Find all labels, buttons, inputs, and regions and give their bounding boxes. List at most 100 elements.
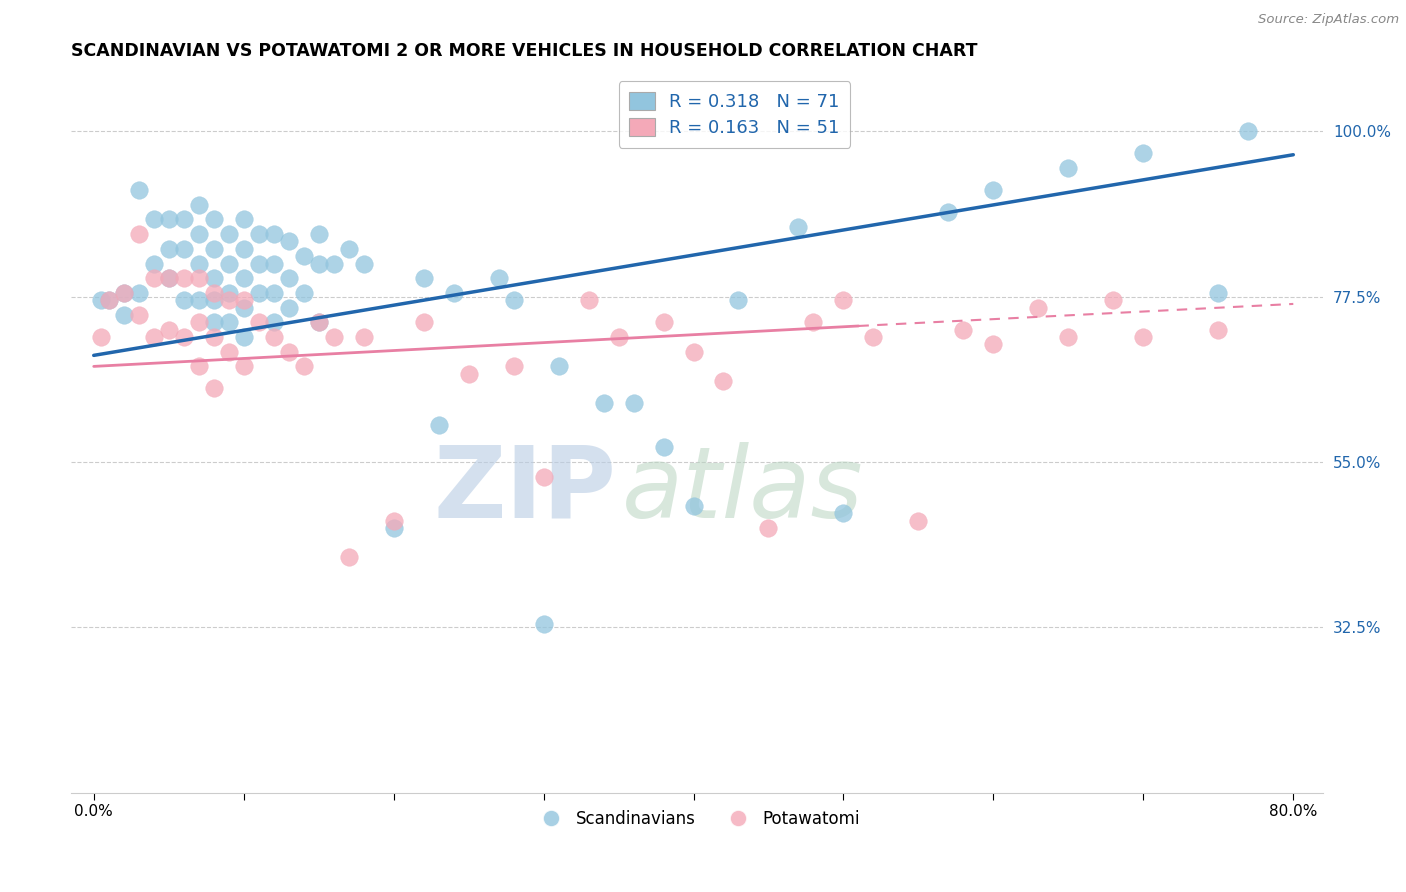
Point <box>592 396 614 410</box>
Point <box>232 301 254 315</box>
Point <box>1132 330 1154 344</box>
Point <box>128 308 150 322</box>
Point <box>232 293 254 308</box>
Point <box>157 271 180 285</box>
Point <box>533 469 555 483</box>
Point <box>157 242 180 256</box>
Point <box>247 256 270 270</box>
Text: ZIP: ZIP <box>433 442 616 539</box>
Point <box>488 271 510 285</box>
Point <box>187 359 209 374</box>
Point <box>173 212 195 227</box>
Point <box>292 249 315 263</box>
Point <box>623 396 645 410</box>
Legend: Scandinavians, Potawatomi: Scandinavians, Potawatomi <box>527 804 866 835</box>
Point <box>218 227 240 241</box>
Point <box>112 285 135 300</box>
Point <box>412 315 434 329</box>
Point <box>938 205 960 219</box>
Point <box>173 242 195 256</box>
Point <box>308 256 330 270</box>
Point <box>353 330 375 344</box>
Point <box>1102 293 1125 308</box>
Point <box>1132 146 1154 161</box>
Point <box>803 315 825 329</box>
Point <box>187 227 209 241</box>
Point <box>832 507 855 521</box>
Point <box>142 212 165 227</box>
Point <box>187 197 209 211</box>
Point <box>157 271 180 285</box>
Point <box>142 330 165 344</box>
Point <box>157 212 180 227</box>
Point <box>787 219 810 234</box>
Point <box>652 315 675 329</box>
Point <box>232 271 254 285</box>
Point <box>187 271 209 285</box>
Point <box>218 315 240 329</box>
Point <box>308 227 330 241</box>
Point <box>232 242 254 256</box>
Point <box>682 499 704 513</box>
Point <box>202 285 225 300</box>
Point <box>202 271 225 285</box>
Point <box>247 285 270 300</box>
Point <box>353 256 375 270</box>
Point <box>308 315 330 329</box>
Point <box>1057 330 1080 344</box>
Point <box>862 330 884 344</box>
Point <box>218 344 240 359</box>
Point <box>263 227 285 241</box>
Point <box>533 616 555 631</box>
Point <box>173 271 195 285</box>
Text: atlas: atlas <box>621 442 863 539</box>
Point <box>412 271 434 285</box>
Point <box>322 330 344 344</box>
Point <box>112 308 135 322</box>
Point <box>232 330 254 344</box>
Point <box>173 293 195 308</box>
Point <box>758 521 780 535</box>
Point <box>682 344 704 359</box>
Point <box>382 521 405 535</box>
Point <box>202 330 225 344</box>
Point <box>247 315 270 329</box>
Point <box>1237 124 1260 138</box>
Point <box>292 359 315 374</box>
Point <box>1028 301 1050 315</box>
Point <box>277 271 299 285</box>
Point <box>142 256 165 270</box>
Point <box>202 242 225 256</box>
Point <box>382 514 405 528</box>
Point <box>97 293 120 308</box>
Point <box>263 315 285 329</box>
Point <box>1208 323 1230 337</box>
Point <box>292 285 315 300</box>
Point <box>337 550 360 565</box>
Point <box>202 212 225 227</box>
Point <box>652 440 675 454</box>
Point <box>90 330 112 344</box>
Point <box>443 285 465 300</box>
Point <box>232 359 254 374</box>
Point <box>202 381 225 395</box>
Point <box>337 242 360 256</box>
Point <box>1208 285 1230 300</box>
Point <box>90 293 112 308</box>
Point <box>187 293 209 308</box>
Text: SCANDINAVIAN VS POTAWATOMI 2 OR MORE VEHICLES IN HOUSEHOLD CORRELATION CHART: SCANDINAVIAN VS POTAWATOMI 2 OR MORE VEH… <box>72 42 977 60</box>
Point <box>727 293 749 308</box>
Point <box>952 323 974 337</box>
Point <box>232 212 254 227</box>
Point <box>157 323 180 337</box>
Point <box>173 330 195 344</box>
Point <box>502 293 524 308</box>
Point <box>187 256 209 270</box>
Point <box>983 337 1005 351</box>
Point <box>202 315 225 329</box>
Point <box>187 315 209 329</box>
Point <box>218 285 240 300</box>
Point <box>263 330 285 344</box>
Point <box>427 418 450 433</box>
Point <box>607 330 630 344</box>
